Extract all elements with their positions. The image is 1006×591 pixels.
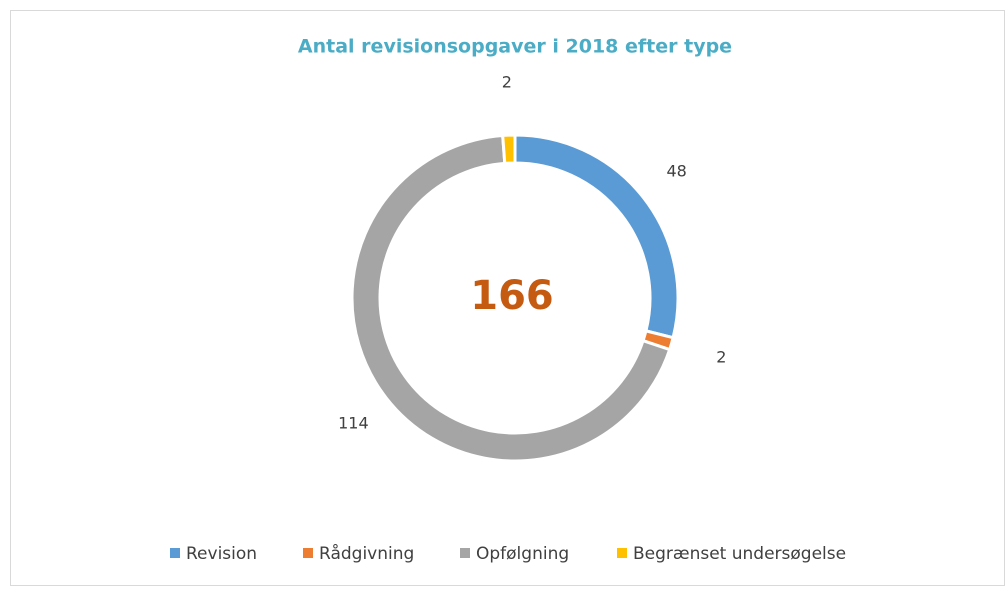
legend-label: Begrænset undersøgelse bbox=[633, 544, 846, 564]
legend-label: Rådgivning bbox=[319, 543, 414, 564]
legend-label: Revision bbox=[186, 544, 257, 564]
legend-swatch bbox=[303, 548, 313, 558]
data-label: 114 bbox=[338, 414, 369, 433]
chart-frame bbox=[10, 10, 1005, 586]
donut-segment bbox=[350, 133, 672, 463]
legend-swatch bbox=[617, 548, 627, 558]
legend-swatch bbox=[460, 548, 470, 558]
legend-swatch bbox=[170, 548, 180, 558]
data-label: 2 bbox=[716, 348, 726, 367]
data-label: 48 bbox=[666, 161, 686, 180]
legend-label: Opfølgning bbox=[476, 544, 569, 564]
data-label: 2 bbox=[502, 73, 512, 92]
chart-title: Antal revisionsopgaver i 2018 efter type bbox=[298, 36, 732, 58]
donut-segment bbox=[501, 133, 517, 165]
center-total: 166 bbox=[470, 273, 554, 319]
